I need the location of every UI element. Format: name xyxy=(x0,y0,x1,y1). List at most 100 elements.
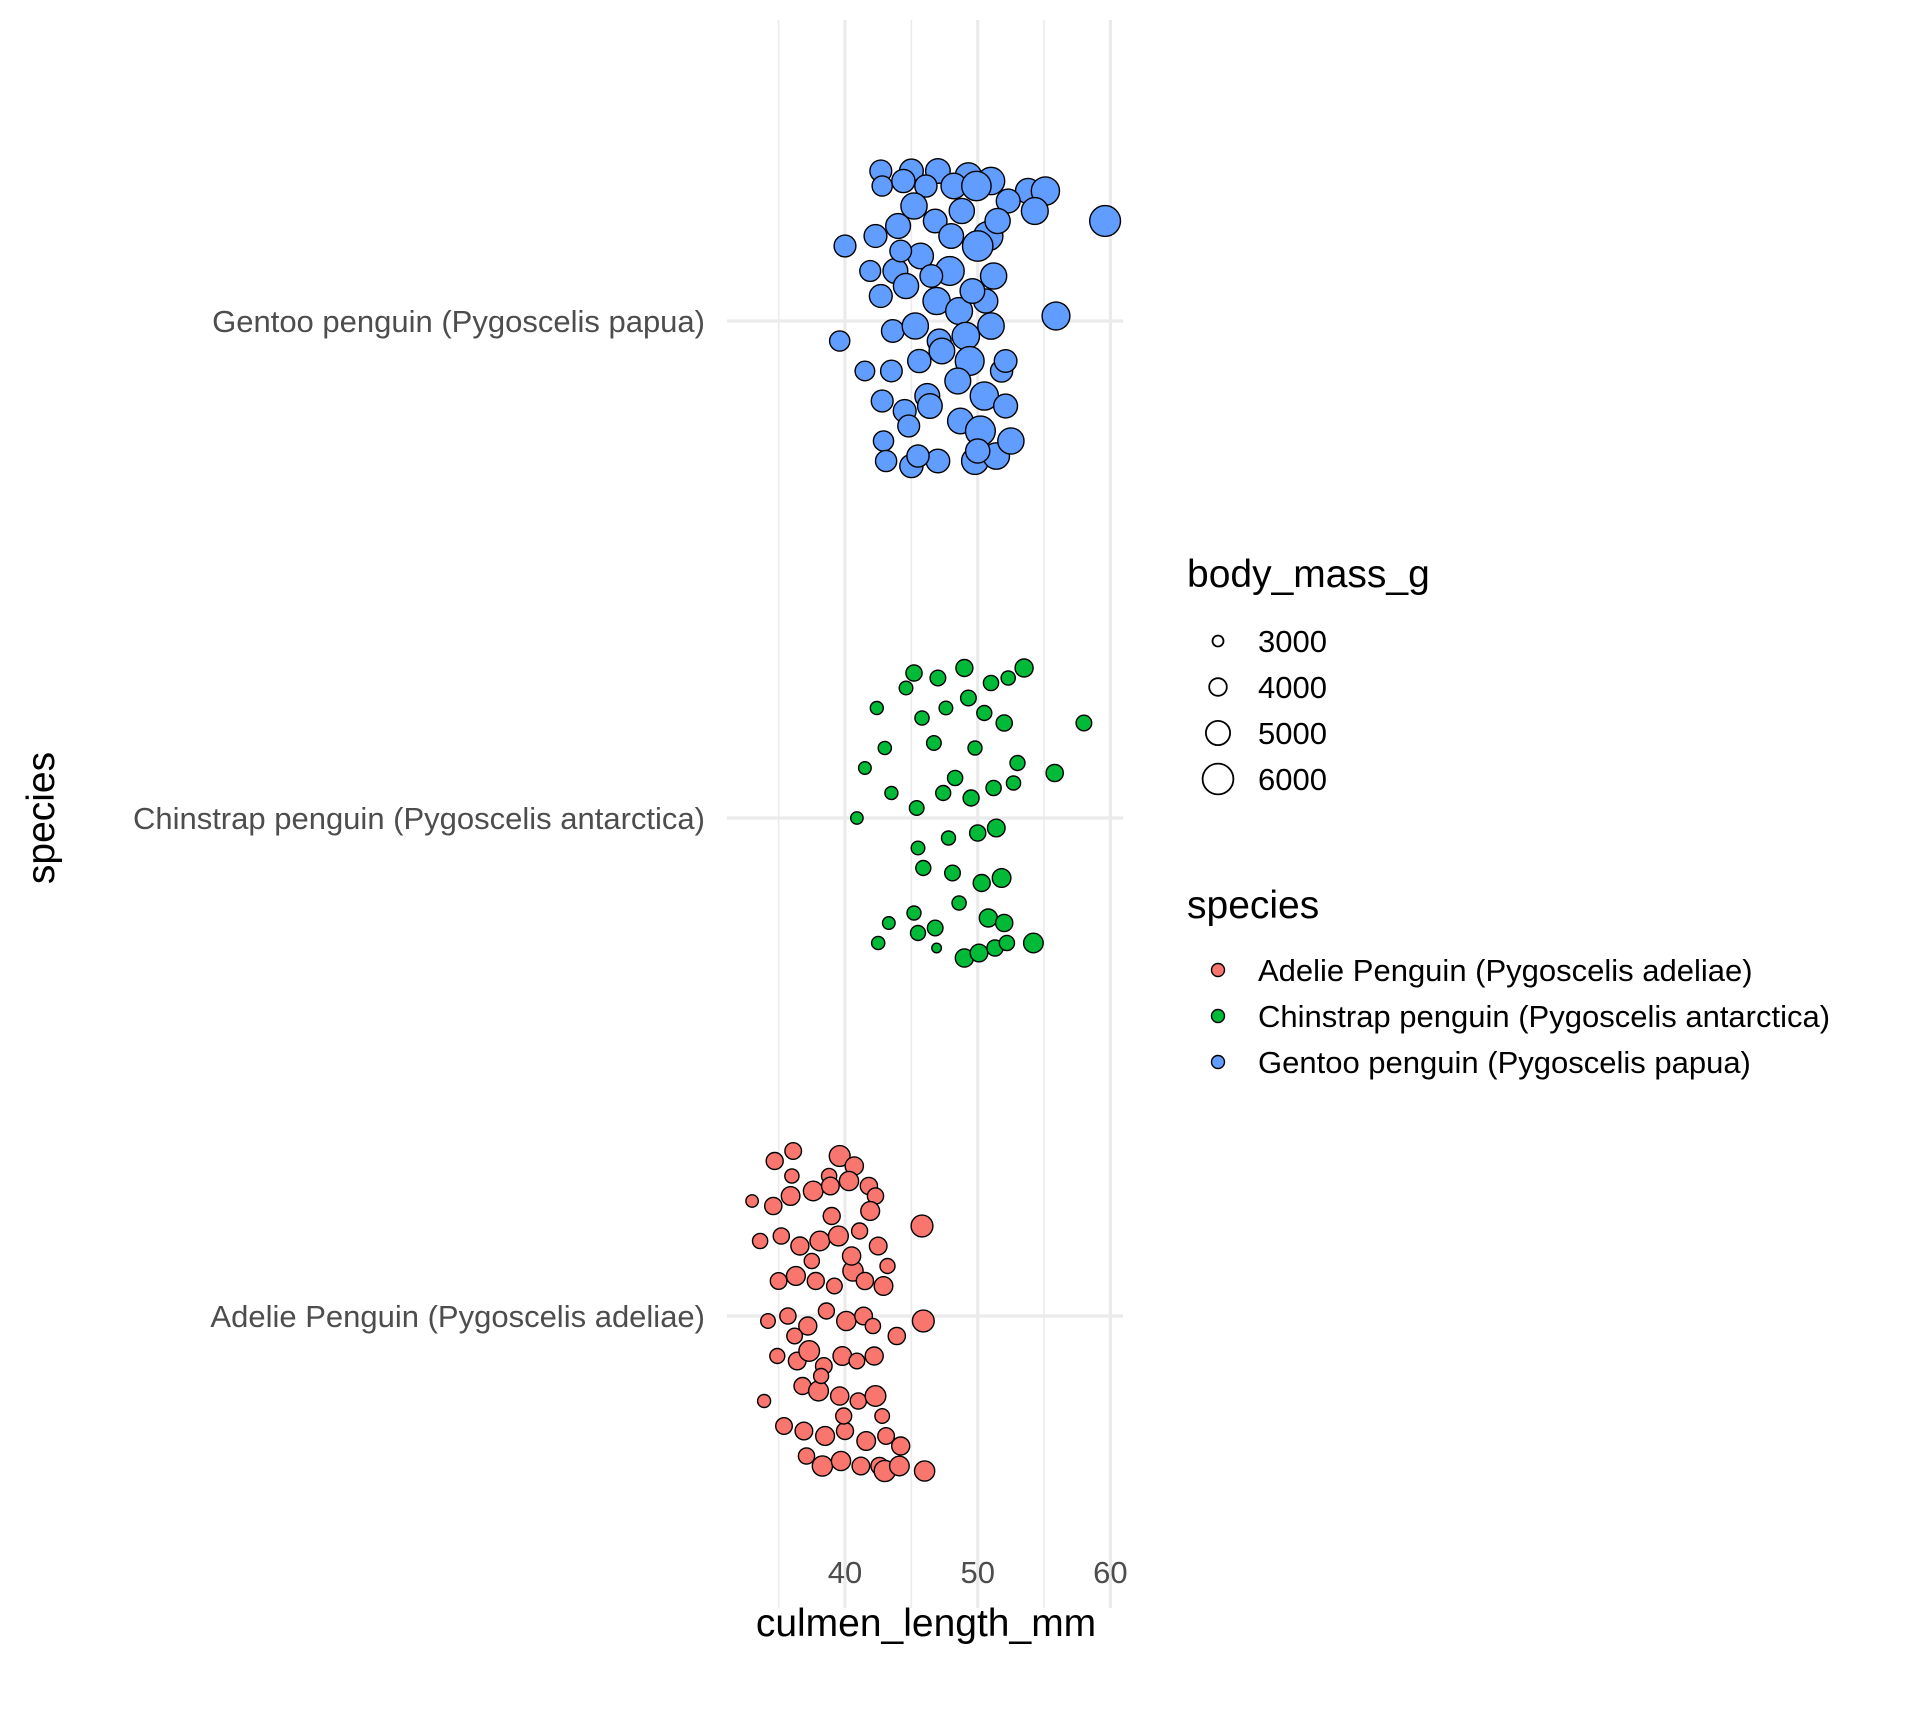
color-legend-key xyxy=(1210,962,1226,978)
data-point xyxy=(969,943,989,963)
data-point xyxy=(798,1316,818,1336)
data-point xyxy=(751,1232,769,1250)
data-point xyxy=(872,430,895,452)
data-point xyxy=(979,262,1008,290)
y-tick-label: Chinstrap penguin (Pygoscelis antarctica… xyxy=(133,801,705,836)
data-point xyxy=(926,919,944,937)
data-point xyxy=(906,444,930,468)
data-point xyxy=(814,1425,836,1447)
y-tick-label: Adelie Penguin (Pygoscelis adeliae) xyxy=(210,1299,705,1334)
data-point xyxy=(925,735,942,752)
data-point xyxy=(931,942,943,954)
data-point xyxy=(976,704,993,722)
data-point xyxy=(817,1302,836,1320)
data-point xyxy=(784,1141,803,1160)
data-point xyxy=(938,222,965,249)
data-point xyxy=(884,785,899,801)
data-point xyxy=(929,669,947,687)
data-point xyxy=(993,349,1018,374)
data-point xyxy=(884,212,912,240)
data-point xyxy=(868,283,893,309)
data-point xyxy=(898,680,914,696)
data-point xyxy=(879,1257,896,1275)
data-point xyxy=(863,223,888,249)
x-tick-labels: 40 50 60 xyxy=(828,1555,1128,1590)
data-point xyxy=(868,1236,888,1256)
data-point xyxy=(822,1206,841,1226)
x-axis-title: culmen_length_mm xyxy=(756,1602,1096,1645)
data-point xyxy=(1020,196,1049,226)
data-point xyxy=(1014,658,1034,678)
data-point xyxy=(906,905,922,921)
data-point xyxy=(977,312,1005,340)
color-legend-label: Gentoo penguin (Pygoscelis papua) xyxy=(1258,1045,1751,1080)
data-point xyxy=(1022,932,1044,954)
data-point xyxy=(914,710,930,726)
data-point xyxy=(870,935,886,951)
data-point xyxy=(848,1352,866,1370)
data-point xyxy=(850,1222,869,1240)
data-point xyxy=(915,859,932,877)
data-point xyxy=(797,1447,816,1465)
data-point xyxy=(1009,754,1026,772)
data-point xyxy=(769,1271,788,1290)
data-point xyxy=(897,414,921,438)
data-point xyxy=(994,913,1014,933)
data-point xyxy=(775,1416,794,1435)
data-point xyxy=(992,393,1019,419)
data-point xyxy=(925,448,951,474)
data-point xyxy=(951,321,981,351)
data-point xyxy=(968,824,987,842)
data-point xyxy=(869,700,884,716)
data-point xyxy=(913,1460,936,1482)
data-point xyxy=(1041,301,1071,331)
data-point xyxy=(874,1407,891,1424)
data-point xyxy=(779,1307,797,1325)
data-point xyxy=(879,359,903,383)
size-legend-label: 4000 xyxy=(1258,670,1327,705)
data-point xyxy=(1005,775,1022,791)
data-point xyxy=(907,348,932,374)
size-legend: body_mass_g 3000 4000 5000 6000 xyxy=(1187,553,1430,797)
data-point xyxy=(864,1384,887,1407)
data-point xyxy=(909,924,927,942)
data-point xyxy=(850,811,864,825)
size-legend-key xyxy=(1205,720,1232,747)
y-tick-label: Gentoo penguin (Pygoscelis papua) xyxy=(212,304,705,339)
data-point xyxy=(978,908,998,928)
data-point xyxy=(812,1367,830,1385)
data-point xyxy=(916,393,943,420)
data-point xyxy=(856,1430,877,1451)
data-point xyxy=(889,239,913,263)
data-point xyxy=(1075,714,1093,732)
x-tick-label: 50 xyxy=(960,1555,994,1590)
data-point xyxy=(828,1144,851,1168)
data-point xyxy=(948,197,976,225)
data-point xyxy=(881,916,896,931)
data-point xyxy=(877,1426,896,1445)
color-legend-title: species xyxy=(1187,884,1319,927)
data-point xyxy=(919,264,944,289)
size-legend-key xyxy=(1208,677,1228,697)
data-point xyxy=(784,1168,800,1184)
data-point xyxy=(891,168,916,194)
color-legend-key xyxy=(1210,1008,1226,1024)
data-point xyxy=(946,769,964,787)
size-legend-title: body_mass_g xyxy=(1187,553,1430,596)
data-point xyxy=(880,319,905,344)
data-point xyxy=(891,1436,911,1456)
data-point xyxy=(835,1421,855,1441)
data-point xyxy=(873,1275,894,1296)
data-point xyxy=(780,1185,801,1206)
data-point xyxy=(790,1236,810,1256)
data-point xyxy=(809,1230,831,1252)
data-point xyxy=(877,740,893,756)
size-legend-label: 5000 xyxy=(1258,716,1327,751)
data-point xyxy=(962,789,980,807)
data-point xyxy=(951,895,967,911)
data-point xyxy=(825,1277,843,1295)
data-point xyxy=(864,1317,882,1335)
data-point xyxy=(972,873,991,893)
data-point xyxy=(944,864,962,882)
